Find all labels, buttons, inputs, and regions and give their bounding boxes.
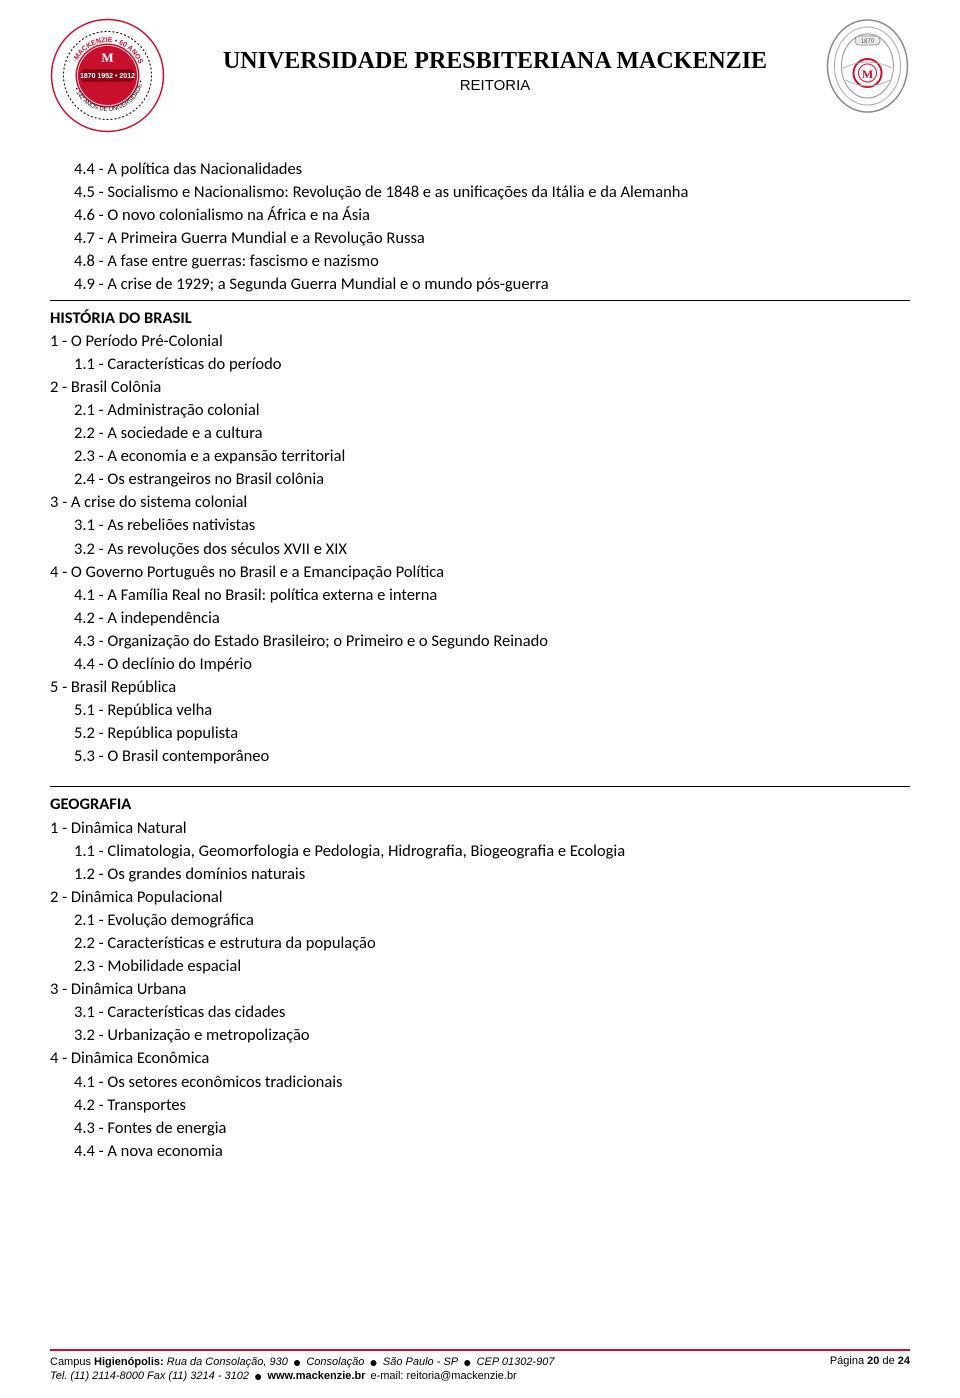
footer-tel: Tel. (11) 2114-8000 Fax (11) 3214 - 3102 <box>50 1370 249 1382</box>
content-line: 1.1 - Climatologia, Geomorfologia e Pedo… <box>50 840 910 863</box>
content-line: 4.4 - A política das Nacionalidades <box>50 158 910 181</box>
content-line: 3.2 - Urbanização e metropolização <box>50 1024 910 1047</box>
footer-campus-label: Campus <box>50 1356 94 1368</box>
content-line: 4.1 - Os setores econômicos tradicionais <box>50 1071 910 1094</box>
section-heading-geografia: GEOGRAFIA <box>50 793 910 816</box>
content-line: 4.8 - A fase entre guerras: fascismo e n… <box>50 250 910 273</box>
footer-red-line <box>50 1349 910 1351</box>
content-line: 2.3 - A economia e a expansão territoria… <box>50 445 910 468</box>
section-divider <box>50 786 910 787</box>
content-line: 4.4 - A nova economia <box>50 1140 910 1163</box>
university-name: UNIVERSIDADE PRESBITERIANA MACKENZIE <box>165 48 825 75</box>
footer-address: Rua da Consolação, 930 <box>167 1356 288 1368</box>
footer-contact-row: Tel. (11) 2114-8000 Fax (11) 3214 - 3102… <box>50 1369 830 1383</box>
footer-cep: CEP 01302-907 <box>477 1356 555 1368</box>
footer-site: www.mackenzie.br <box>267 1370 365 1382</box>
content-line: 2.3 - Mobilidade espacial <box>50 955 910 978</box>
logo-right-seal: 1870 M <box>825 18 910 123</box>
page-header: MACKENZIE • 60 ANOS • 142 ANOS DE UNIVER… <box>50 18 910 133</box>
section-heading-historia: HISTÓRIA DO BRASIL <box>50 307 910 330</box>
content-line: 4.1 - A Família Real no Brasil: política… <box>50 584 910 607</box>
historia-block: HISTÓRIA DO BRASIL 1 - O Período Pré-Col… <box>50 307 910 769</box>
content-line: 2.4 - Os estrangeiros no Brasil colônia <box>50 468 910 491</box>
content-line: 4.7 - A Primeira Guerra Mundial e a Revo… <box>50 227 910 250</box>
footer-campus-name: Higienópolis: <box>94 1356 167 1368</box>
page-current: 20 <box>867 1355 879 1367</box>
content-line: 3.1 - Características das cidades <box>50 1001 910 1024</box>
content-line: 2 - Brasil Colônia <box>50 376 910 399</box>
content-line: 4.6 - O novo colonialismo na África e na… <box>50 204 910 227</box>
content-line: 4 - Dinâmica Econômica <box>50 1047 910 1070</box>
content-line: 2.1 - Administração colonial <box>50 399 910 422</box>
content-line: 2.2 - A sociedade e a cultura <box>50 422 910 445</box>
content-line: 4 - O Governo Português no Brasil e a Em… <box>50 561 910 584</box>
content-line: 4.2 - Transportes <box>50 1094 910 1117</box>
bullet-icon: ● <box>463 1355 471 1369</box>
bullet-icon: ● <box>293 1355 301 1369</box>
footer-district: Consolação <box>306 1356 364 1368</box>
svg-text:M: M <box>101 50 113 65</box>
content-line: 3.2 - As revoluções dos séculos XVII e X… <box>50 538 910 561</box>
content-line: 4.5 - Socialismo e Nacionalismo: Revoluç… <box>50 181 910 204</box>
footer-address-row: Campus Higienópolis: Rua da Consolação, … <box>50 1355 830 1369</box>
intro-block: 4.4 - A política das Nacionalidades 4.5 … <box>50 158 910 297</box>
content-line: 5.3 - O Brasil contemporâneo <box>50 745 910 768</box>
content-line: 4.9 - A crise de 1929; a Segunda Guerra … <box>50 273 910 296</box>
geografia-block: GEOGRAFIA 1 - Dinâmica Natural1.1 - Clim… <box>50 793 910 1163</box>
content-line: 2.2 - Características e estrutura da pop… <box>50 932 910 955</box>
content-line: 5.2 - República populista <box>50 722 910 745</box>
svg-text:M: M <box>862 67 873 81</box>
bullet-icon: ● <box>369 1355 377 1369</box>
content-line: 1 - Dinâmica Natural <box>50 817 910 840</box>
document-content: 4.4 - A política das Nacionalidades 4.5 … <box>50 158 910 1163</box>
content-line: 1 - O Período Pré-Colonial <box>50 330 910 353</box>
content-line: 3 - Dinâmica Urbana <box>50 978 910 1001</box>
page-footer: Campus Higienópolis: Rua da Consolação, … <box>50 1349 910 1383</box>
content-line: 5 - Brasil República <box>50 676 910 699</box>
content-line: 5.1 - República velha <box>50 699 910 722</box>
section-divider <box>50 300 910 301</box>
footer-city: São Paulo - SP <box>383 1356 458 1368</box>
svg-text:1870 1952 • 2012: 1870 1952 • 2012 <box>80 73 135 80</box>
content-line: 1.1 - Características do período <box>50 353 910 376</box>
page-number: Página 20 de 24 <box>830 1355 910 1383</box>
content-line: 4.2 - A independência <box>50 607 910 630</box>
page-of: de <box>879 1355 897 1367</box>
content-line: 4.3 - Organização do Estado Brasileiro; … <box>50 630 910 653</box>
content-line: 2.1 - Evolução demográfica <box>50 909 910 932</box>
svg-text:1870: 1870 <box>861 39 875 45</box>
logo-left-60anos: MACKENZIE • 60 ANOS • 142 ANOS DE UNIVER… <box>50 18 165 133</box>
content-line: 4.4 - O declínio do Império <box>50 653 910 676</box>
content-line: 3.1 - As rebeliões nativistas <box>50 514 910 537</box>
header-subtitle: REITORIA <box>165 77 825 94</box>
content-line: 1.2 - Os grandes domínios naturais <box>50 863 910 886</box>
content-line: 2 - Dinâmica Populacional <box>50 886 910 909</box>
page-label: Página <box>830 1355 867 1367</box>
content-line: 3 - A crise do sistema colonial <box>50 491 910 514</box>
content-line: 4.3 - Fontes de energia <box>50 1117 910 1140</box>
footer-email: e-mail: reitoria@mackenzie.br <box>370 1370 516 1382</box>
bullet-icon: ● <box>254 1369 262 1383</box>
page-total: 24 <box>898 1355 910 1367</box>
